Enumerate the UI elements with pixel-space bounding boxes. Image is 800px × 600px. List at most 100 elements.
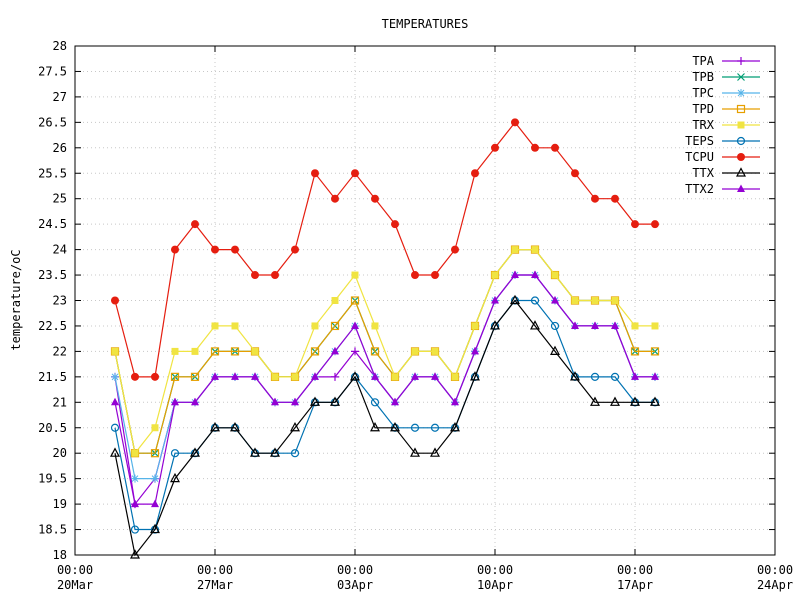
data-point-tpd — [210, 347, 220, 356]
data-point-trx — [151, 424, 159, 432]
y-tick-label: 26 — [53, 141, 67, 155]
data-point-ttx — [210, 421, 220, 432]
data-point-teps — [170, 449, 180, 458]
data-point-trx — [491, 271, 499, 279]
data-point-ttx2 — [151, 499, 159, 508]
data-point-teps — [130, 525, 140, 534]
data-point-tcpu — [291, 245, 299, 254]
data-point-tcpu — [511, 118, 519, 127]
data-point-ttx2 — [171, 397, 179, 406]
data-point-ttx2 — [331, 346, 339, 355]
data-point-tcpu — [411, 271, 419, 280]
data-point-tcpu — [571, 169, 579, 178]
legend-marker — [736, 136, 746, 146]
y-tick-label: 23.5 — [38, 268, 67, 282]
data-point-tpd — [350, 296, 360, 305]
legend-marker — [737, 153, 745, 161]
data-point-tcpu — [171, 245, 179, 254]
data-point-trx — [551, 271, 559, 279]
series-tcpu — [111, 118, 659, 381]
data-point-trx — [191, 347, 199, 355]
data-point-tpd — [190, 372, 200, 381]
data-point-teps — [410, 423, 420, 432]
legend-label: TPA — [692, 54, 714, 68]
data-point-teps — [290, 449, 300, 458]
data-point-ttx2 — [651, 372, 659, 380]
legend-label: TRX — [692, 118, 714, 132]
series-line-tcpu — [114, 121, 655, 378]
data-point-tcpu — [471, 169, 479, 178]
data-point-trx — [251, 347, 259, 355]
legend-marker — [737, 89, 745, 97]
data-point-trx — [111, 347, 119, 355]
data-point-ttx — [290, 421, 300, 432]
data-point-ttx2 — [271, 397, 279, 406]
data-point-ttx2 — [291, 397, 299, 406]
series-line-ttx — [114, 299, 655, 557]
y-tick-label: 19.5 — [38, 472, 67, 486]
data-point-tcpu — [591, 194, 599, 203]
data-point-ttx2 — [211, 372, 219, 380]
data-point-ttx — [550, 345, 560, 355]
data-point-tpd — [310, 347, 320, 356]
y-tick-label: 19 — [53, 497, 67, 511]
data-point-ttx — [590, 396, 600, 406]
y-axis-ticks: 18 18.5 19 19.5 20 20.5 21 21.5 22 22.5 23 23.5 24 24… — [38, 39, 775, 562]
data-point-tpd — [150, 449, 160, 458]
data-point-trx — [631, 322, 639, 330]
data-point-ttx2 — [511, 270, 519, 279]
y-tick-label: 20 — [53, 446, 67, 460]
legend-label: TTX2 — [685, 182, 714, 196]
data-point-tcpu — [131, 372, 139, 381]
data-point-tcpu — [431, 271, 439, 280]
data-point-trx — [131, 449, 139, 457]
y-tick-label: 21.5 — [38, 370, 67, 384]
data-point-trx — [311, 322, 319, 330]
series-layer — [110, 118, 660, 559]
data-point-trx — [611, 297, 619, 304]
x-tick-date-label: 03Apr — [337, 578, 373, 592]
legend-label: TEPS — [685, 134, 714, 148]
y-tick-label: 24.5 — [38, 217, 67, 231]
data-point-trx — [571, 297, 579, 304]
data-point-ttx — [370, 421, 380, 432]
x-tick-time-label: 00:00 — [617, 563, 653, 577]
data-point-trx — [451, 373, 459, 381]
data-point-tcpu — [631, 220, 639, 229]
data-point-ttx — [110, 447, 120, 457]
data-point-trx — [591, 297, 599, 304]
data-point-ttx2 — [411, 372, 419, 380]
data-point-trx — [431, 347, 439, 355]
data-point-tcpu — [611, 194, 619, 203]
y-tick-label: 18.5 — [38, 523, 67, 537]
chart-title: TEMPERATURES — [382, 17, 469, 31]
legend-marker — [737, 73, 745, 81]
data-point-tcpu — [211, 245, 219, 254]
data-point-ttx2 — [491, 296, 499, 304]
x-tick-date-label: 24Apr — [757, 578, 793, 592]
y-tick-label: 28 — [53, 39, 67, 53]
data-point-trx — [511, 246, 519, 254]
data-point-ttx2 — [131, 499, 139, 508]
data-point-ttx2 — [571, 321, 579, 329]
x-tick-date-label: 20Mar — [57, 578, 93, 592]
data-point-trx — [171, 347, 179, 355]
data-point-ttx — [450, 421, 460, 432]
data-point-tpc — [151, 474, 159, 483]
data-point-teps — [110, 423, 120, 432]
legend-label: TPC — [692, 86, 714, 100]
data-point-tcpu — [651, 220, 659, 229]
data-point-teps — [590, 372, 600, 381]
series-ttx2 — [111, 270, 659, 508]
data-point-teps — [430, 423, 440, 432]
data-point-ttx — [610, 396, 620, 406]
data-point-ttx2 — [551, 296, 559, 304]
series-teps — [110, 296, 660, 534]
data-point-trx — [271, 373, 279, 381]
x-tick-date-label: 27Mar — [197, 578, 233, 592]
y-tick-label: 24 — [53, 243, 67, 257]
legend-label: TTX — [692, 166, 714, 180]
y-tick-label: 20.5 — [38, 421, 67, 435]
data-point-ttx2 — [351, 321, 359, 329]
